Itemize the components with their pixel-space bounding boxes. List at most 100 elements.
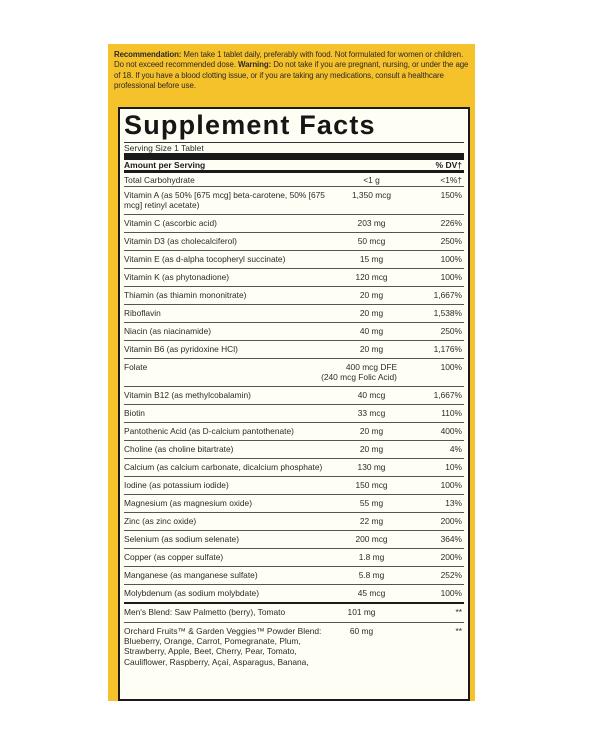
table-row: Calcium (as calcium carbonate, dicalcium…: [124, 458, 464, 476]
serving-size: Serving Size 1 Tablet: [124, 143, 204, 153]
nutrient-dv: 252%: [440, 570, 462, 580]
nutrient-name: Vitamin B12 (as methylcobalamin): [124, 390, 251, 400]
nutrient-dv: 1,667%: [433, 390, 462, 400]
warning-heading: Warning:: [238, 60, 272, 70]
nutrient-name: Vitamin D3 (as cholecalciferol): [124, 236, 237, 246]
table-row: Total Carbohydrate <1 g <1%†: [124, 172, 464, 186]
nutrient-amount: 20 mg: [359, 344, 384, 354]
header-amount: Amount per Serving: [124, 160, 206, 170]
nutrient-dv: 100%: [440, 254, 462, 264]
nutrient-amount: 200 mcg: [355, 534, 388, 544]
table-row: Choline (as choline bitartrate) 20 mg 4%: [124, 440, 464, 458]
nutrient-name: Riboflavin: [124, 308, 161, 318]
nutrient-amount: 50 mcg: [357, 236, 386, 246]
nutrient-dv: 1,538%: [433, 308, 462, 318]
nutrient-name: Vitamin E (as d-alpha tocopheryl succina…: [124, 254, 286, 264]
nutrient-amount: 40 mg: [359, 326, 384, 336]
table-row: Vitamin K (as phytonadione) 120 mcg 100%: [124, 268, 464, 286]
table-row: Folate 400 mcg DFE 100% (240 mcg Folic Acid…: [124, 358, 464, 386]
supplement-label: Recommendation: Men take 1 tablet daily,…: [108, 44, 475, 701]
nutrient-amount: 20 mg: [359, 426, 384, 436]
table-row: Vitamin D3 (as cholecalciferol) 50 mcg 250…: [124, 232, 464, 250]
blend-amount: 101 mg: [347, 607, 376, 617]
warning-body: Do not take if you are pregnant, nursing…: [114, 60, 469, 91]
nutrient-dv: 200%: [440, 516, 462, 526]
nutrient-amount: 150 mcg: [355, 480, 388, 490]
table-row: Vitamin B12 (as methylcobalamin) 40 mcg 1,…: [124, 386, 464, 404]
nutrient-name: Zinc (as zinc oxide): [124, 516, 197, 526]
nutrient-dv: 1,176%: [433, 344, 462, 354]
table-row: Magnesium (as magnesium oxide) 55 mg 13%: [124, 494, 464, 512]
table-row: Copper (as copper sulfate) 1.8 mg 200%: [124, 548, 464, 566]
header-dv: % DV†: [435, 160, 462, 170]
nutrient-dv: 250%: [440, 236, 462, 246]
table-row: Zinc (as zinc oxide) 22 mg 200%: [124, 512, 464, 530]
table-row: Riboflavin 20 mg 1,538%: [124, 304, 464, 322]
table-row: Manganese (as manganese sulfate) 5.8 mg 25…: [124, 566, 464, 584]
nutrient-dv: 13%: [445, 498, 462, 508]
nutrient-name: Copper (as copper sulfate): [124, 552, 224, 562]
table-row: Vitamin C (ascorbic acid) 203 mg 226%: [124, 214, 464, 232]
panel-title: Supplement Facts: [124, 110, 376, 140]
nutrient-amount: 5.8 mg: [358, 570, 385, 580]
nutrient-amount: 55 mg: [359, 498, 384, 508]
nutrient-table: Total Carbohydrate <1 g <1%† Vitamin A (as …: [124, 172, 464, 685]
table-row: Molybdenum (as sodium molybdate) 45 mcg 10…: [124, 584, 464, 602]
nutrient-amount: 40 mcg: [357, 390, 386, 400]
nutrient-amount: 15 mg: [359, 254, 384, 264]
nutrient-amount: 20 mg: [359, 290, 384, 300]
nutrient-name: Vitamin C (ascorbic acid): [124, 218, 217, 228]
blend-name: Men's Blend: Saw Palmetto (berry), Tomat…: [124, 607, 286, 617]
recommendation-text: Recommendation: Men take 1 tablet daily,…: [114, 50, 470, 92]
blend-dv: **: [455, 626, 462, 636]
table-row: Vitamin E (as d-alpha tocopheryl succina…: [124, 250, 464, 268]
nutrient-name: Manganese (as manganese sulfate): [124, 570, 258, 580]
nutrient-amount: <1 g: [363, 175, 380, 185]
nutrient-amount: 400 mcg DFE: [345, 362, 398, 372]
nutrient-amount: 1.8 mg: [358, 552, 385, 562]
table-header: Amount per Serving % DV†: [124, 160, 464, 171]
nutrient-name: Selenium (as sodium selenate): [124, 534, 239, 544]
nutrient-amount: 20 mg: [359, 444, 384, 454]
nutrient-amount: 1,350 mcg: [351, 190, 392, 200]
nutrient-amount: 33 mcg: [357, 408, 386, 418]
nutrient-dv: 110%: [441, 408, 462, 418]
nutrient-name: Choline (as choline bitartrate): [124, 444, 234, 454]
nutrient-name: Vitamin B6 (as pyridoxine HCl): [124, 344, 238, 354]
table-row: Iodine (as potassium iodide) 150 mcg 100%: [124, 476, 464, 494]
nutrient-dv: 1,667%: [433, 290, 462, 300]
nutrient-name: Biotin: [124, 408, 145, 418]
divider: [124, 142, 464, 143]
blend-name: Orchard Fruits™ & Garden Veggies™ Powder…: [124, 626, 322, 667]
header-divider: [124, 170, 464, 173]
nutrient-name: Vitamin K (as phytonadione): [124, 272, 230, 282]
table-row: Pantothenic Acid (as D-calcium pantothen…: [124, 422, 464, 440]
nutrient-name: Niacin (as niacinamide): [124, 326, 212, 336]
nutrient-dv: 100%: [440, 272, 462, 282]
nutrient-name: Magnesium (as magnesium oxide): [124, 498, 253, 508]
nutrient-amount: 22 mg: [359, 516, 384, 526]
nutrient-name: Folate: [124, 362, 148, 372]
nutrient-amount: 120 mcg: [355, 272, 388, 282]
nutrient-dv: 100%: [440, 588, 462, 598]
nutrient-name: Vitamin A (as 50% [675 mcg] beta-caroten…: [124, 190, 325, 211]
nutrient-name: Calcium (as calcium carbonate, dicalcium…: [124, 462, 323, 472]
nutrient-amount: 45 mcg: [357, 588, 386, 598]
recommendation-body: Men take 1 tablet daily, preferably with…: [114, 50, 464, 70]
nutrient-dv: <1%†: [440, 175, 462, 185]
nutrient-dv: 100%: [440, 362, 462, 372]
table-row: Biotin 33 mcg 110%: [124, 404, 464, 422]
nutrient-dv: 100%: [440, 480, 462, 490]
nutrient-amount: 203 mg: [357, 218, 386, 228]
nutrient-name: Molybdenum (as sodium molybdate): [124, 588, 259, 598]
blend-row: Orchard Fruits™ & Garden Veggies™ Powder…: [124, 622, 464, 685]
nutrient-dv: 364%: [440, 534, 462, 544]
thick-divider: [124, 153, 464, 160]
nutrient-name: Pantothenic Acid (as D-calcium pantothen…: [124, 426, 294, 436]
recommendation-heading: Recommendation:: [114, 50, 182, 59]
table-row: Niacin (as niacinamide) 40 mg 250%: [124, 322, 464, 340]
table-row: Selenium (as sodium selenate) 200 mcg 364%: [124, 530, 464, 548]
nutrient-dv: 10%: [445, 462, 462, 472]
nutrient-name: Iodine (as potassium iodide): [124, 480, 229, 490]
nutrient-dv: 250%: [440, 326, 462, 336]
